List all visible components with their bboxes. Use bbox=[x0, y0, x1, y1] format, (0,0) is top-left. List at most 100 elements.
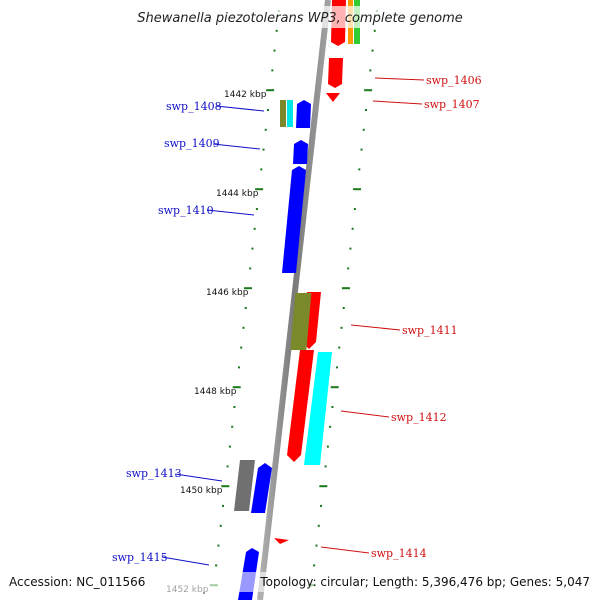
label-swp-1412[interactable]: swp_1412 bbox=[391, 411, 447, 424]
gene-cluster-1408[interactable] bbox=[280, 100, 311, 128]
tick-mark bbox=[266, 109, 269, 111]
tick-mark bbox=[221, 485, 230, 488]
tick-mark bbox=[371, 49, 374, 52]
tick-mark bbox=[242, 326, 245, 329]
tick-mark bbox=[324, 465, 327, 468]
kbp-label-1444: 1444 kbp bbox=[216, 189, 259, 199]
gene-swp-1406[interactable] bbox=[328, 58, 343, 88]
gene-swp-1412[interactable] bbox=[287, 350, 314, 462]
leader-swp-1411 bbox=[350, 324, 401, 331]
leader-swp-1413 bbox=[174, 473, 223, 482]
tick-mark bbox=[275, 29, 278, 32]
tick-mark bbox=[341, 287, 350, 290]
tick-mark bbox=[340, 326, 343, 329]
tick-mark bbox=[273, 49, 276, 52]
tick-mark bbox=[215, 564, 218, 567]
tick-mark bbox=[369, 69, 372, 72]
tick-mark bbox=[232, 386, 241, 389]
tick-mark bbox=[266, 89, 275, 92]
tick-mark bbox=[253, 227, 256, 230]
tick-mark bbox=[237, 366, 240, 369]
tick-mark bbox=[233, 406, 236, 408]
tick-mark bbox=[353, 208, 356, 210]
tick-mark bbox=[260, 168, 263, 171]
label-swp-1406[interactable]: swp_1406 bbox=[426, 74, 482, 87]
topology-text: Topology: circular; Length: 5,396,476 bp… bbox=[259, 575, 590, 589]
tick-mark bbox=[240, 346, 243, 349]
gene-swp-1414[interactable] bbox=[274, 538, 289, 544]
tick-mark bbox=[364, 89, 373, 92]
tick-mark bbox=[342, 307, 345, 309]
leader-swp-1414 bbox=[320, 546, 370, 554]
tick-mark bbox=[335, 366, 338, 369]
tick-mark bbox=[255, 208, 258, 210]
leader-swp-1415 bbox=[161, 556, 210, 566]
tick-mark bbox=[243, 287, 252, 290]
tick-mark bbox=[228, 445, 231, 448]
tick-mark bbox=[360, 148, 363, 151]
leader-swp-1412 bbox=[340, 410, 390, 418]
tick-mark bbox=[349, 247, 352, 250]
gene-gray-1413[interactable] bbox=[234, 460, 255, 511]
kbp-label-1448: 1448 kbp bbox=[194, 387, 237, 397]
tick-mark bbox=[364, 109, 367, 111]
gene-swp-1408[interactable] bbox=[296, 100, 311, 128]
tick-mark bbox=[226, 465, 229, 468]
tick-mark bbox=[326, 445, 329, 448]
tick-mark bbox=[231, 425, 234, 428]
gene-swp-1413[interactable] bbox=[251, 463, 272, 513]
genome-backbone bbox=[257, 0, 331, 600]
gene-olive-1408[interactable] bbox=[280, 100, 286, 127]
tick-mark bbox=[329, 425, 332, 428]
tick-mark bbox=[255, 188, 264, 191]
tick-mark bbox=[315, 544, 318, 547]
leader-swp-1406 bbox=[374, 77, 425, 81]
label-swp-1415[interactable]: swp_1415 bbox=[112, 551, 168, 564]
tick-mark bbox=[347, 267, 350, 270]
kbp-label-1446: 1446 kbp bbox=[206, 288, 249, 298]
gene-swp-1407[interactable] bbox=[326, 93, 340, 102]
tick-mark bbox=[222, 505, 225, 507]
label-swp-1409[interactable]: swp_1409 bbox=[164, 137, 220, 150]
tick-mark bbox=[331, 406, 334, 408]
tick-mark bbox=[244, 307, 247, 309]
tick-mark bbox=[317, 524, 320, 527]
label-swp-1413[interactable]: swp_1413 bbox=[126, 467, 182, 480]
position-ticks bbox=[209, 10, 378, 587]
kbp-label-1442: 1442 kbp bbox=[224, 90, 267, 100]
tick-mark bbox=[262, 148, 265, 151]
accession-text: Accession: NC_011566 bbox=[9, 575, 145, 589]
gene-olive-1411[interactable] bbox=[290, 293, 312, 350]
tick-mark bbox=[320, 505, 323, 507]
footer-backdrop bbox=[0, 572, 600, 592]
label-swp-1411[interactable]: swp_1411 bbox=[402, 324, 458, 337]
tick-mark bbox=[217, 544, 220, 547]
tick-mark bbox=[362, 128, 365, 131]
label-swp-1414[interactable]: swp_1414 bbox=[371, 547, 427, 560]
label-swp-1410[interactable]: swp_1410 bbox=[158, 204, 214, 217]
kbp-label-1450: 1450 kbp bbox=[180, 486, 223, 496]
tick-mark bbox=[219, 524, 222, 527]
tick-mark bbox=[373, 29, 376, 32]
tick-mark bbox=[249, 267, 252, 270]
tick-mark bbox=[319, 485, 328, 488]
tick-mark bbox=[251, 247, 254, 250]
tick-mark bbox=[330, 386, 339, 389]
gene-swp-1409[interactable] bbox=[293, 140, 308, 164]
tick-mark bbox=[353, 188, 362, 191]
gene-cyan-1408[interactable] bbox=[287, 100, 293, 127]
gene-cyan-1412[interactable] bbox=[304, 352, 332, 465]
label-swp-1407[interactable]: swp_1407 bbox=[424, 98, 480, 111]
tick-mark bbox=[264, 128, 267, 131]
map-title: Shewanella piezotolerans WP3, complete g… bbox=[137, 11, 463, 26]
tick-mark bbox=[271, 69, 274, 72]
tick-mark bbox=[313, 564, 316, 567]
tick-mark bbox=[351, 227, 354, 230]
label-swp-1408[interactable]: swp_1408 bbox=[166, 100, 222, 113]
gene-swp-1410[interactable] bbox=[282, 166, 306, 273]
leader-swp-1408 bbox=[215, 105, 265, 112]
leader-swp-1409 bbox=[212, 143, 261, 150]
tick-mark bbox=[358, 168, 361, 171]
leader-swp-1410 bbox=[206, 209, 255, 216]
